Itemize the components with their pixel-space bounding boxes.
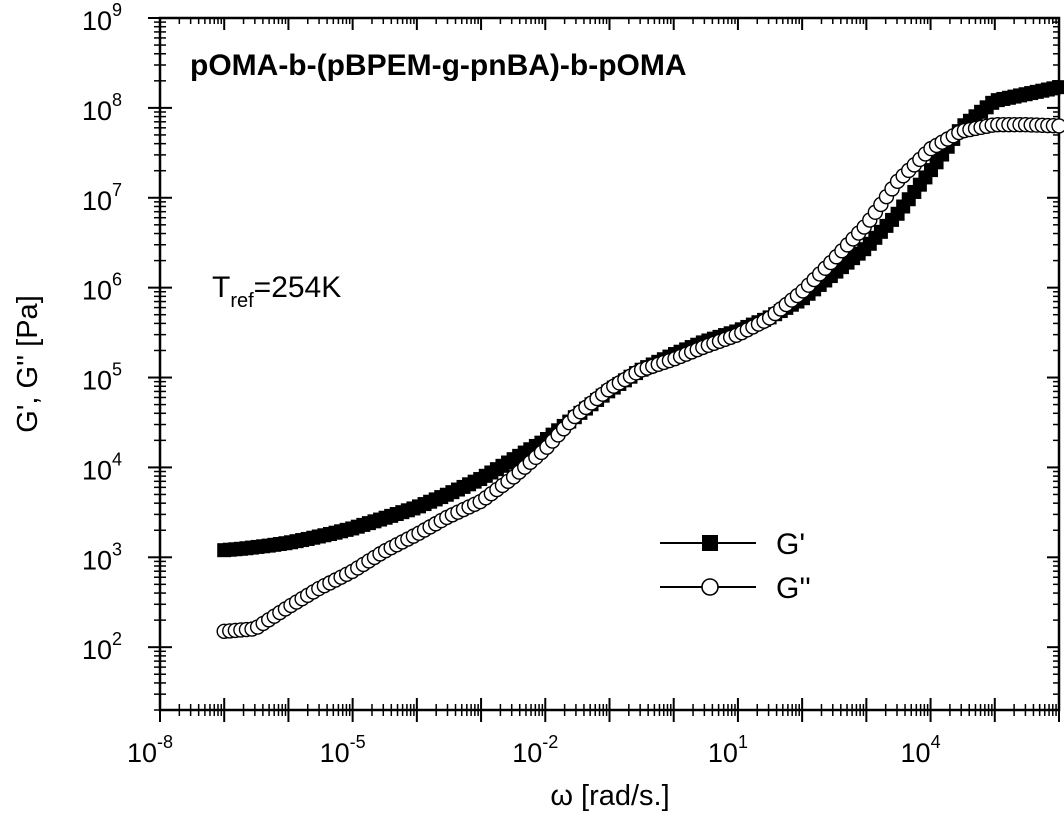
y-tick-label: 107 bbox=[82, 180, 122, 216]
legend-label-g-double-prime: G'' bbox=[776, 572, 811, 605]
y-tick-label: 103 bbox=[82, 539, 122, 575]
x-tick-label-exponent: -5 bbox=[350, 732, 366, 752]
y-tick-label: 109 bbox=[82, 0, 122, 36]
annotation-subscript: ref bbox=[230, 290, 254, 312]
y-tick-label: 102 bbox=[82, 629, 122, 665]
series-g-double-prime bbox=[216, 116, 1064, 640]
x-tick-label-exponent: 1 bbox=[738, 732, 748, 752]
legend: G' G'' bbox=[660, 528, 811, 605]
x-axis-title: ω [rad/s.] bbox=[550, 780, 669, 812]
g-prime-point bbox=[1052, 80, 1064, 95]
x-axis-ticks bbox=[159, 18, 1060, 722]
y-tick-label-exponent: 2 bbox=[112, 629, 122, 649]
y-tick-label-base: 10 bbox=[82, 635, 112, 665]
x-tick-label-base: 10 bbox=[512, 738, 542, 768]
y-tick-label-exponent: 9 bbox=[112, 0, 122, 20]
x-tick-label-exponent: -8 bbox=[157, 732, 173, 752]
y-tick-label-base: 10 bbox=[82, 545, 112, 575]
x-tick-label: 10-5 bbox=[320, 732, 366, 768]
legend-marker-g-prime bbox=[702, 535, 718, 551]
x-tick-label-exponent: -2 bbox=[542, 732, 558, 752]
y-tick-label-exponent: 3 bbox=[112, 539, 122, 559]
x-tick-label: 101 bbox=[708, 732, 748, 768]
y-tick-label: 108 bbox=[82, 90, 122, 126]
legend-label-g-prime: G' bbox=[776, 528, 805, 561]
y-tick-label-base: 10 bbox=[82, 6, 112, 36]
y-tick-label-base: 10 bbox=[82, 366, 112, 396]
annotation-base: T bbox=[212, 271, 230, 304]
y-tick-label: 104 bbox=[82, 449, 122, 485]
y-tick-label-exponent: 7 bbox=[112, 180, 122, 200]
legend-marker-g-double-prime bbox=[701, 578, 719, 596]
y-tick-label-base: 10 bbox=[82, 186, 112, 216]
y-tick-label-base: 10 bbox=[82, 455, 112, 485]
temperature-annotation: Tref=254K bbox=[212, 271, 341, 312]
y-tick-label-exponent: 4 bbox=[112, 449, 122, 469]
y-axis-ticks bbox=[148, 17, 1059, 711]
x-tick-label-base: 10 bbox=[127, 738, 157, 768]
y-axis-title: G', G'' [Pa] bbox=[12, 295, 44, 432]
x-tick-label-base: 10 bbox=[320, 738, 350, 768]
x-tick-label: 104 bbox=[901, 732, 941, 768]
x-axis-tick-labels: 10-8 10-5 10-2 101 104 bbox=[127, 732, 941, 768]
y-tick-label: 105 bbox=[82, 360, 122, 396]
g-double-prime-point bbox=[1051, 118, 1064, 134]
x-tick-label-base: 10 bbox=[901, 738, 931, 768]
x-tick-label: 10-8 bbox=[127, 732, 173, 768]
annotation-value: =254K bbox=[254, 271, 342, 304]
y-tick-label: 106 bbox=[82, 270, 122, 306]
y-tick-label-base: 10 bbox=[82, 276, 112, 306]
x-tick-label: 10-2 bbox=[512, 732, 558, 768]
y-tick-label-base: 10 bbox=[82, 96, 112, 126]
y-tick-label-exponent: 8 bbox=[112, 90, 122, 110]
chart-title: pOMA-b-(pBPEM-g-pnBA)-b-pOMA bbox=[190, 49, 687, 82]
y-tick-label-exponent: 6 bbox=[112, 270, 122, 290]
x-tick-label-base: 10 bbox=[708, 738, 738, 768]
y-tick-label-exponent: 5 bbox=[112, 360, 122, 380]
x-tick-label-exponent: 4 bbox=[931, 732, 941, 752]
